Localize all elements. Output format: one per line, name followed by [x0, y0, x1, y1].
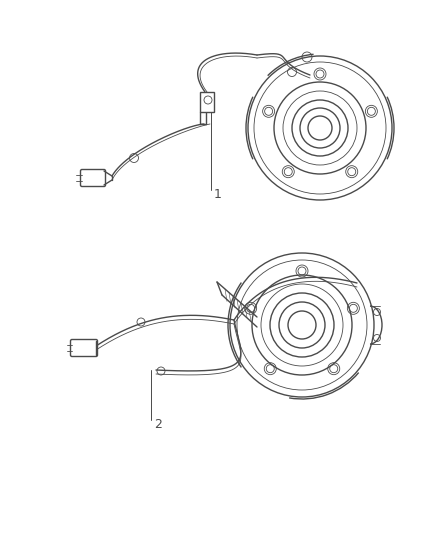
FancyBboxPatch shape	[71, 340, 98, 357]
Text: 2: 2	[154, 418, 162, 431]
Text: 1: 1	[214, 188, 222, 201]
Bar	[200, 92, 214, 112]
FancyBboxPatch shape	[81, 169, 106, 187]
